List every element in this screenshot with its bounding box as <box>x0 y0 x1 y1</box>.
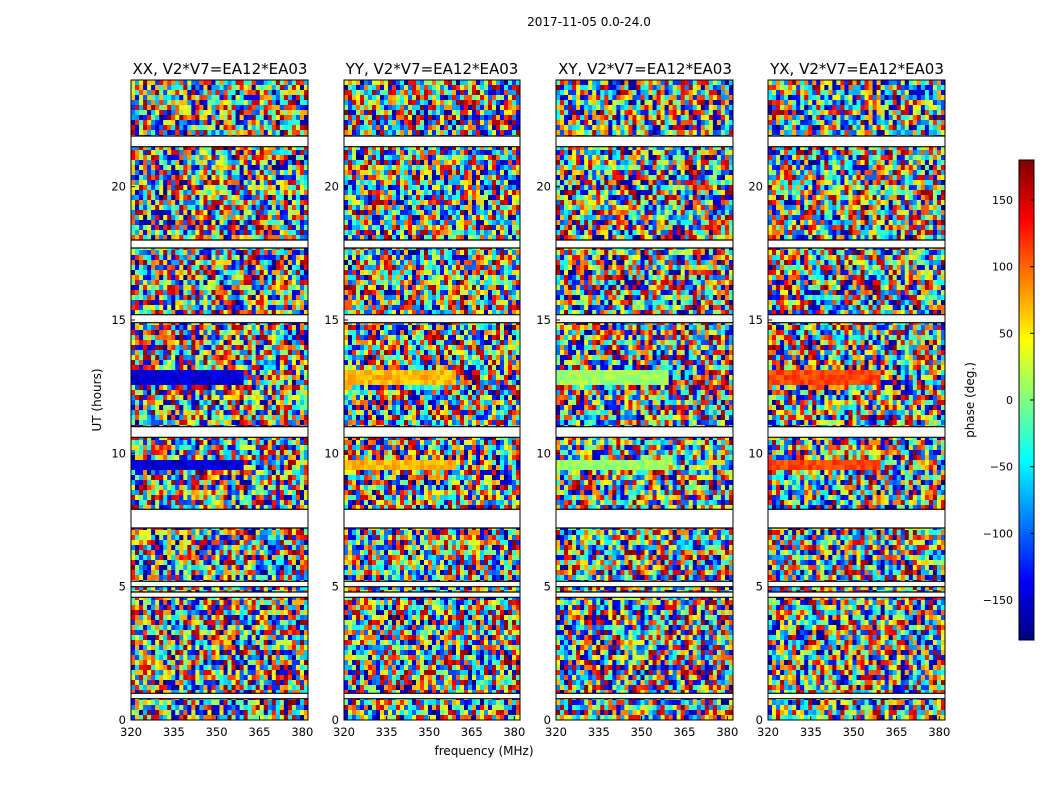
heatmap-xx <box>131 80 309 721</box>
panel-xx: XX, V2*V7=EA12*EA03 320 335 350 365 380 0 5 10… <box>111 60 313 739</box>
y-tick-label: 5 <box>756 580 763 594</box>
x-ticks-yy: 320 335 350 365 380 <box>333 716 525 739</box>
x-tick-label: 350 <box>418 725 440 739</box>
x-tick-label: 335 <box>376 725 398 739</box>
x-ticks-yx: 320 335 350 365 380 <box>757 716 950 739</box>
y-tick-label: 10 <box>111 446 126 460</box>
colorbar-tick-label: −100 <box>983 527 1013 540</box>
heatmap-xy <box>556 80 734 721</box>
x-tick-label: 380 <box>503 725 525 739</box>
panel-xy: XY, V2*V7=EA12*EA03 320 335 350 365 380 0 5 10… <box>536 60 738 739</box>
y-ticks-yx: 0 5 10 15 20 <box>748 180 772 727</box>
x-tick-label: 365 <box>249 725 271 739</box>
panel-title-xy: XY, V2*V7=EA12*EA03 <box>558 60 732 78</box>
plot-frame-xx <box>130 79 309 721</box>
colorbar-label: phase (deg.) <box>963 362 977 438</box>
heatmap-yx <box>768 80 946 721</box>
plot-frame-yx <box>767 79 946 721</box>
x-tick-label: 350 <box>631 725 653 739</box>
y-tick-label: 20 <box>748 180 763 194</box>
y-tick-label: 10 <box>324 446 339 460</box>
colorbar-tick-label: 150 <box>992 194 1013 207</box>
y-tick-label: 5 <box>332 580 339 594</box>
y-tick-label: 20 <box>536 180 551 194</box>
y-tick-label: 5 <box>119 580 126 594</box>
x-tick-label: 365 <box>461 725 483 739</box>
colorbar-tick-label: −150 <box>983 594 1013 607</box>
x-tick-label: 335 <box>588 725 610 739</box>
x-ticks-xy: 320 335 350 365 380 <box>545 716 738 739</box>
y-tick-label: 0 <box>332 713 339 727</box>
x-tick-label: 320 <box>757 725 779 739</box>
y-ticks-xx: 0 5 10 15 20 <box>111 180 135 727</box>
y-ticks-xy: 0 5 10 15 20 <box>536 180 560 727</box>
x-tick-label: 380 <box>928 725 950 739</box>
colorbar-tick-label: 0 <box>1006 394 1013 407</box>
x-tick-label: 350 <box>843 725 865 739</box>
y-tick-label: 0 <box>544 713 551 727</box>
y-tick-label: 15 <box>536 313 551 327</box>
x-tick-label: 320 <box>545 725 567 739</box>
panel-yx: YX, V2*V7=EA12*EA03 320 335 350 365 380 0 5 10… <box>748 60 950 739</box>
colorbar-tick-label: −50 <box>990 461 1013 474</box>
panel-title-xx: XX, V2*V7=EA12*EA03 <box>133 60 308 78</box>
x-tick-label: 380 <box>291 725 313 739</box>
x-ticks-xx: 320 335 350 365 380 <box>120 716 313 739</box>
y-tick-label: 5 <box>544 580 551 594</box>
y-tick-label: 20 <box>324 180 339 194</box>
x-tick-label: 335 <box>800 725 822 739</box>
x-tick-label: 335 <box>163 725 185 739</box>
colorbar-ticks: 150 100 50 0 −50 −100 −150 <box>983 194 1034 607</box>
y-ticks-yy: 0 5 10 15 20 <box>324 180 348 727</box>
plot-frame-xy <box>555 79 734 721</box>
plot-frame-yy <box>343 79 521 721</box>
y-axis-label: UT (hours) <box>90 368 104 431</box>
colorbar-tick-label: 100 <box>992 261 1013 274</box>
y-tick-label: 15 <box>748 313 763 327</box>
x-tick-label: 320 <box>333 725 355 739</box>
x-tick-label: 380 <box>716 725 738 739</box>
x-tick-label: 350 <box>206 725 228 739</box>
y-tick-label: 0 <box>119 713 126 727</box>
x-tick-label: 365 <box>886 725 908 739</box>
y-tick-label: 10 <box>536 446 551 460</box>
x-axis-label: frequency (MHz) <box>434 744 533 758</box>
y-tick-label: 0 <box>756 713 763 727</box>
y-tick-label: 20 <box>111 180 126 194</box>
panel-title-yy: YY, V2*V7=EA12*EA03 <box>345 60 519 78</box>
x-tick-label: 320 <box>120 725 142 739</box>
y-tick-label: 10 <box>748 446 763 460</box>
x-tick-label: 365 <box>674 725 696 739</box>
figure-suptitle: 2017-11-05 0.0-24.0 <box>527 15 651 29</box>
panel-title-yx: YX, V2*V7=EA12*EA03 <box>769 60 944 78</box>
heatmap-yy <box>344 80 521 721</box>
colorbar-tick-label: 50 <box>999 327 1013 340</box>
y-tick-label: 15 <box>324 313 339 327</box>
y-tick-label: 15 <box>111 313 126 327</box>
colorbar: 150 100 50 0 −50 −100 −150 phase (deg.) <box>963 159 1035 641</box>
panel-yy: YY, V2*V7=EA12*EA03 320 335 350 365 380 0 5 10… <box>324 60 525 739</box>
